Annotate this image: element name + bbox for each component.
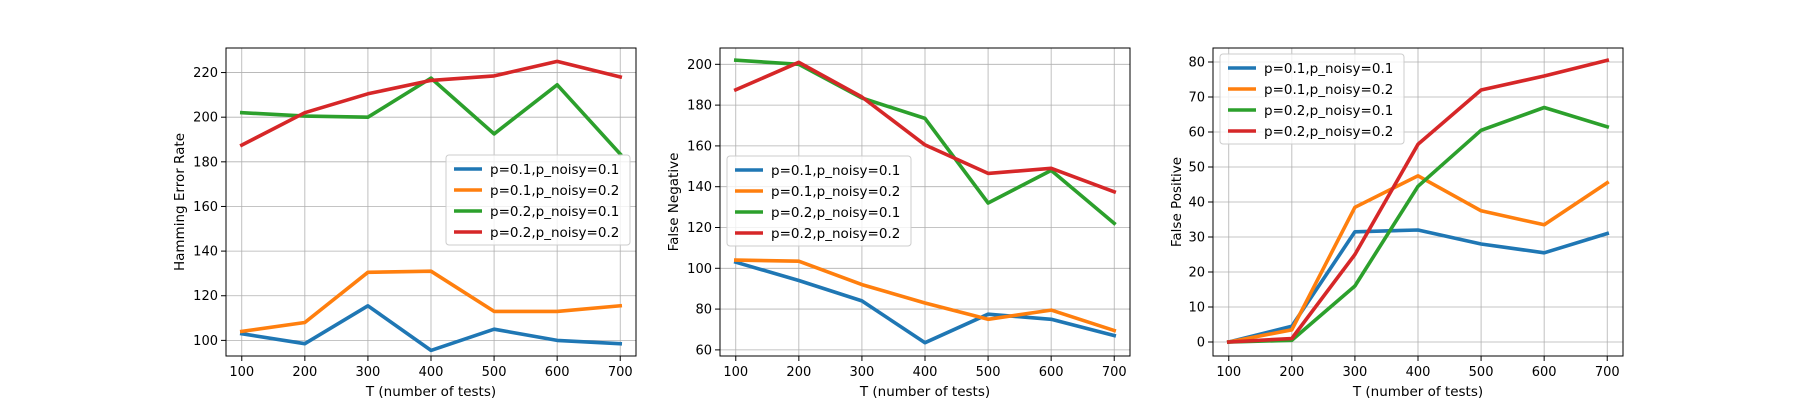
legend-box (1219, 53, 1405, 145)
x-axis-label: T (number of tests) (365, 384, 496, 400)
series-line-1 (733, 259, 1117, 345)
y-tick-label: 70 (1188, 91, 1205, 106)
legend-label: p=0.1,p_noisy=0.2 (771, 184, 900, 200)
x-tick-label: 500 (1469, 365, 1494, 380)
series-line-2 (733, 258, 1117, 333)
x-tick-label: 600 (1039, 365, 1064, 380)
y-axis-label: False Positive (1169, 157, 1185, 247)
legend-label: p=0.2,p_noisy=0.1 (1264, 103, 1393, 119)
chart-panel-1: 100 200 300 400 500 600 700 100 120 140 160 180 200 2… (172, 47, 637, 400)
x-tick-label: 700 (1595, 365, 1620, 380)
y-tick-label: 80 (695, 303, 712, 318)
series-line-4 (1226, 58, 1610, 344)
y-tick-label: 0 (1197, 336, 1205, 351)
legend-label: p=0.2,p_noisy=0.2 (771, 226, 900, 242)
legend-label: p=0.1,p_noisy=0.1 (490, 162, 619, 178)
y-tick-label: 200 (687, 58, 712, 73)
legend: p=0.1,p_noisy=0.1 p=0.1,p_noisy=0.2 p=0.2,… (726, 155, 912, 247)
y-tick-label: 160 (687, 139, 712, 154)
y-tick-label: 120 (687, 221, 712, 236)
x-tick-label: 400 (913, 365, 938, 380)
x-tick-label: 100 (229, 365, 254, 380)
x-tick-label: 400 (1406, 365, 1431, 380)
y-axis-label: Hamming Error Rate (172, 133, 188, 271)
y-axis-label: False Negative (666, 153, 682, 252)
y-tick-label: 100 (687, 262, 712, 277)
x-tick-label: 200 (292, 365, 317, 380)
x-tick-label: 300 (356, 365, 381, 380)
y-tick-label: 140 (193, 245, 218, 260)
x-tick-label: 100 (1216, 365, 1241, 380)
y-tick-label: 140 (687, 180, 712, 195)
x-tick-label: 600 (545, 365, 570, 380)
x-tick-label: 600 (1532, 365, 1557, 380)
y-tick-label: 10 (1188, 301, 1205, 316)
y-tick-label: 100 (193, 334, 218, 349)
series-line-3 (239, 76, 623, 157)
legend-box (445, 154, 631, 246)
legend-label: p=0.1,p_noisy=0.1 (771, 163, 900, 179)
y-tick-label: 220 (193, 66, 218, 81)
x-tick-label: 100 (723, 365, 748, 380)
x-tick-label: 300 (1343, 365, 1368, 380)
y-tick-label: 200 (193, 111, 218, 126)
x-tick-label: 500 (482, 365, 507, 380)
legend-label: p=0.2,p_noisy=0.2 (490, 225, 619, 241)
series-line-1 (239, 303, 623, 353)
legend-label: p=0.2,p_noisy=0.2 (1264, 124, 1393, 140)
legend: p=0.1,p_noisy=0.1 p=0.1,p_noisy=0.2 p=0.2,… (445, 154, 631, 246)
legend-label: p=0.2,p_noisy=0.1 (771, 205, 900, 221)
x-tick-label: 700 (1102, 365, 1127, 380)
legend-label: p=0.1,p_noisy=0.2 (490, 183, 619, 199)
y-tick-label: 160 (193, 200, 218, 215)
legend-box (726, 155, 912, 247)
y-tick-label: 180 (687, 99, 712, 114)
y-tick-label: 20 (1188, 266, 1205, 281)
y-tick-label: 180 (193, 155, 218, 170)
chart-panel-3: 100 200 300 400 500 600 700 0 10 20 30 40 50 60 70 80 T … (1169, 47, 1624, 400)
series-line-4 (239, 59, 623, 148)
y-tick-label: 60 (695, 343, 712, 358)
y-tick-label: 80 (1188, 56, 1205, 71)
series-line-2 (1226, 174, 1610, 345)
chart-panel-2: 100 200 300 400 500 600 700 60 80 100 120 140 160 180… (666, 47, 1131, 400)
legend-label: p=0.1,p_noisy=0.1 (1264, 61, 1393, 77)
y-tick-label: 120 (193, 289, 218, 304)
y-tick-label: 30 (1188, 231, 1205, 246)
x-axis-label: T (number of tests) (859, 384, 990, 400)
legend-label: p=0.2,p_noisy=0.1 (490, 204, 619, 220)
series-line-2 (239, 269, 623, 334)
x-tick-label: 400 (419, 365, 444, 380)
legend-label: p=0.1,p_noisy=0.2 (1264, 82, 1393, 98)
legend: p=0.1,p_noisy=0.1 p=0.1,p_noisy=0.2 p=0.2,… (1219, 53, 1405, 145)
series-line-4 (733, 60, 1117, 195)
x-tick-label: 700 (608, 365, 633, 380)
x-tick-label: 500 (976, 365, 1001, 380)
y-tick-label: 50 (1188, 161, 1205, 176)
x-axis-label: T (number of tests) (1352, 384, 1483, 400)
x-tick-label: 300 (850, 365, 875, 380)
x-tick-label: 200 (786, 365, 811, 380)
y-tick-label: 60 (1188, 126, 1205, 141)
y-tick-label: 40 (1188, 196, 1205, 211)
x-tick-label: 200 (1279, 365, 1304, 380)
